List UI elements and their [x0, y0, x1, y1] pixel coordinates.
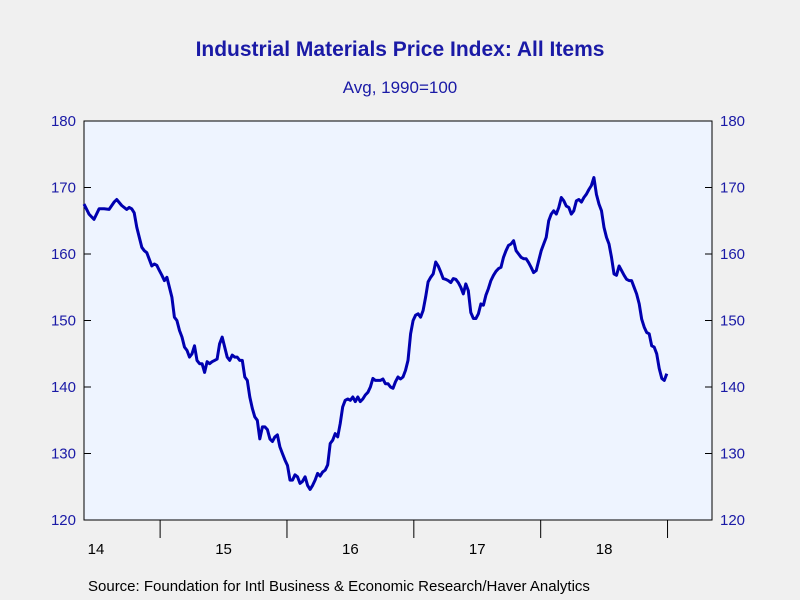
x-tick-label: 15 [215, 541, 232, 558]
x-tick-label: 14 [88, 541, 105, 558]
y-tick-label-right: 170 [720, 180, 745, 197]
y-axis-left: 120 130 140 150 160 170 180 [51, 113, 91, 529]
y-tick-label-left: 140 [51, 379, 76, 396]
y-tick-label-left: 160 [51, 246, 76, 263]
series-line [82, 176, 669, 491]
plot-area [83, 120, 713, 521]
y-tick-label-left: 120 [51, 512, 76, 529]
chart-subtitle: Avg, 1990=100 [342, 78, 458, 97]
y-tick-label-right: 140 [720, 379, 745, 396]
x-tick-label: 18 [596, 541, 613, 558]
y-tick-label-left: 130 [51, 446, 76, 463]
y-tick-label-right: 160 [720, 246, 745, 263]
y-tick-label-left: 170 [51, 180, 76, 197]
source-note: Source: Foundation for Intl Business & E… [88, 578, 590, 595]
y-tick-label-right: 150 [720, 313, 745, 330]
x-axis: 14 15 16 17 18 [88, 520, 669, 558]
y-tick-label-right: 180 [720, 113, 745, 130]
x-tick-label: 16 [342, 541, 359, 558]
y-tick-label-left: 150 [51, 313, 76, 330]
y-tick-label-right: 120 [720, 512, 745, 529]
y-tick-label-left: 180 [51, 113, 76, 130]
y-axis-right: 120 130 140 150 160 170 180 [705, 113, 745, 529]
x-tick-label: 17 [469, 541, 486, 558]
y-tick-label-right: 130 [720, 446, 745, 463]
chart-title: Industrial Materials Price Index: All It… [195, 38, 605, 61]
